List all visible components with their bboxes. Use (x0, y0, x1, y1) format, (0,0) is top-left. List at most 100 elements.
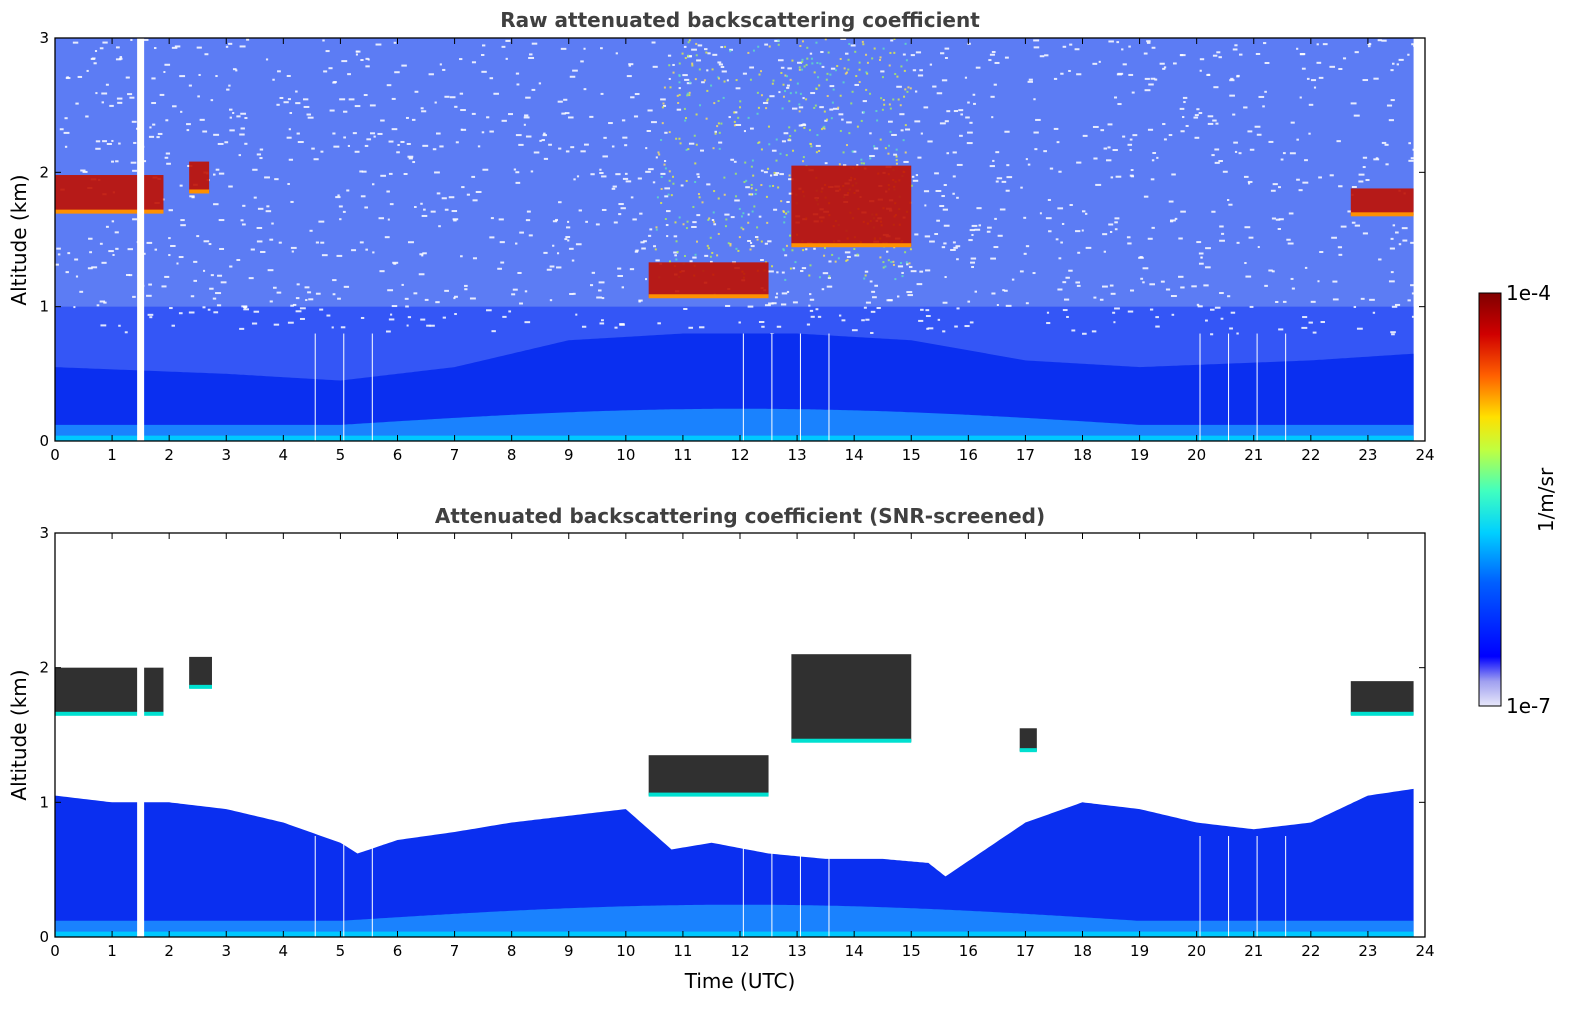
aerosol-speck (803, 156, 805, 158)
noise-speck (1343, 57, 1346, 59)
aerosol-speck (707, 245, 709, 247)
noise-speck (1411, 43, 1413, 45)
noise-speck (970, 321, 974, 323)
noise-speck (1208, 123, 1213, 125)
noise-speck (78, 76, 82, 78)
cloud-base-edge (649, 294, 769, 298)
noise-speck (1148, 238, 1153, 240)
aerosol-speck (735, 248, 737, 250)
noise-speck (481, 54, 484, 56)
noise-speck (257, 227, 263, 229)
noise-speck (524, 116, 530, 118)
noise-speck (1278, 228, 1281, 230)
noise-speck (1104, 148, 1108, 150)
x-tick-label: 3 (221, 942, 231, 960)
aerosol-speck (750, 79, 752, 81)
aerosol-speck (698, 193, 700, 195)
noise-speck (830, 85, 835, 87)
noise-speck (614, 327, 617, 329)
panel-raw-title: Raw attenuated backscattering coefficien… (500, 8, 980, 32)
x-tick-label: 16 (959, 446, 978, 464)
noise-speck (65, 146, 67, 148)
noise-speck (810, 92, 815, 94)
noise-speck (392, 128, 398, 130)
noise-speck (1196, 241, 1201, 243)
noise-speck (1186, 125, 1189, 127)
cloud-core (1351, 188, 1414, 215)
noise-speck (870, 332, 873, 334)
aerosol-speck (784, 216, 786, 218)
noise-speck (326, 50, 330, 52)
noise-speck (944, 184, 947, 186)
noise-speck (917, 157, 921, 159)
noise-speck (401, 65, 406, 67)
aerosol-speck (708, 247, 710, 249)
noise-speck (934, 172, 939, 174)
noise-speck (567, 221, 569, 223)
noise-speck (481, 71, 486, 73)
aerosol-speck (710, 85, 712, 87)
cloud-core (1020, 728, 1037, 751)
noise-speck (151, 77, 155, 79)
noise-speck (515, 243, 517, 245)
cloud-base-edge (1351, 712, 1414, 716)
noise-speck (524, 321, 530, 323)
noise-speck (73, 306, 75, 308)
noise-speck (1060, 73, 1063, 75)
aerosol-speck (695, 43, 697, 45)
noise-speck (189, 85, 192, 87)
aerosol-speck (782, 210, 784, 212)
aerosol-speck (900, 262, 902, 264)
noise-speck (600, 47, 603, 49)
noise-speck (1048, 199, 1051, 201)
noise-speck (407, 325, 409, 327)
noise-speck (584, 88, 587, 90)
aerosol-speck (860, 159, 862, 161)
noise-speck (1264, 285, 1268, 287)
aerosol-speck (785, 213, 787, 215)
noise-speck (1110, 231, 1112, 233)
noise-speck (226, 46, 228, 48)
aerosol-speck (752, 160, 754, 162)
noise-speck (332, 133, 335, 135)
aerosol-speck (893, 264, 895, 266)
aerosol-speck (673, 72, 675, 74)
aerosol-speck (753, 205, 755, 207)
aerosol-speck (865, 54, 867, 56)
noise-speck (1122, 136, 1125, 138)
noise-speck (197, 95, 200, 97)
aerosol-speck (758, 141, 760, 143)
aerosol-speck (729, 244, 731, 246)
noise-speck (1385, 163, 1388, 165)
noise-speck (959, 135, 963, 137)
noise-speck (664, 195, 668, 197)
noise-speck (168, 254, 170, 256)
noise-speck (1378, 39, 1382, 41)
noise-speck (759, 216, 762, 218)
noise-speck (163, 71, 165, 73)
noise-speck (221, 281, 227, 283)
aerosol-speck (875, 110, 877, 112)
aerosol-speck (751, 187, 753, 189)
noise-speck (866, 302, 871, 304)
aerosol-speck (806, 64, 808, 66)
noise-speck (677, 109, 681, 111)
noise-speck (657, 322, 661, 324)
noise-speck (971, 234, 973, 236)
noise-speck (897, 295, 899, 297)
noise-speck (945, 48, 950, 50)
aerosol-speck (742, 212, 744, 214)
noise-speck (528, 57, 534, 59)
noise-speck (936, 220, 940, 222)
thin-data-gap (1285, 836, 1286, 937)
noise-speck (601, 175, 606, 177)
noise-speck (187, 129, 190, 131)
aerosol-speck (837, 107, 839, 109)
thin-data-gap (372, 836, 373, 937)
noise-speck (992, 160, 994, 162)
noise-speck (1231, 312, 1235, 314)
noise-speck (943, 209, 948, 211)
aerosol-speck (815, 105, 817, 107)
noise-speck (1062, 281, 1066, 283)
noise-speck (1299, 189, 1303, 191)
